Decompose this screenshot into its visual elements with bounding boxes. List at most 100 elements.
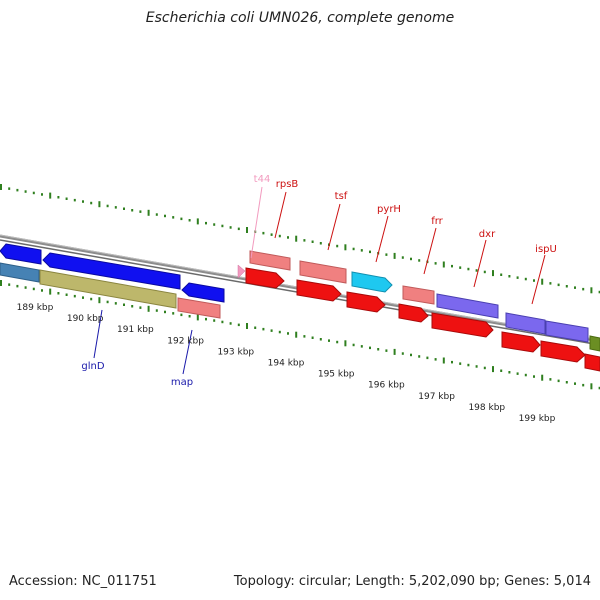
inner-minor-tick (73, 294, 76, 298)
inner-minor-tick (533, 375, 535, 378)
inner-minor-tick (500, 369, 503, 372)
inner-minor-tick (524, 373, 527, 377)
inner-minor-tick (24, 286, 27, 289)
gene-arrow-red-7[interactable] (540, 340, 586, 363)
outer-minor-tick (237, 227, 240, 231)
gene-block-steelblue[interactable] (0, 262, 40, 283)
kbp-tick-label: 192 kbp (167, 336, 204, 346)
outer-minor-tick (57, 196, 60, 199)
inner-minor-tick (565, 381, 568, 384)
inner-minor-tick (311, 336, 314, 339)
gene-block-frr[interactable] (402, 285, 435, 305)
inner-minor-tick (574, 382, 576, 385)
leader-rpsB (274, 191, 287, 239)
leader-ispU (531, 254, 546, 305)
kbp-tick-label: 190 kbp (67, 314, 104, 324)
leader-tsf (327, 203, 341, 251)
gene-label-dxr[interactable]: dxr (479, 229, 496, 240)
gene-arrow-red-5[interactable] (431, 312, 494, 338)
outer-minor-tick (401, 256, 404, 259)
outer-major-tick (49, 192, 52, 199)
inner-minor-tick (287, 332, 289, 335)
gene-block-dxr[interactable] (436, 293, 499, 319)
gene-label-t44[interactable]: t44 (254, 174, 271, 185)
leader-frr (423, 227, 437, 275)
inner-minor-tick (213, 319, 216, 322)
outer-minor-tick (213, 223, 216, 226)
inner-minor-tick (237, 323, 240, 327)
gene-arrow-red-2[interactable] (296, 279, 342, 302)
outer-minor-tick (582, 287, 585, 291)
outer-major-tick (344, 244, 347, 251)
gene-label-tsf[interactable]: tsf (335, 191, 348, 202)
outer-major-tick (590, 287, 593, 294)
gene-block-khaki[interactable] (39, 269, 177, 309)
gene-arrow-red-6[interactable] (501, 331, 541, 353)
outer-minor-tick (172, 216, 175, 219)
gene-block-map-pink[interactable] (177, 297, 221, 319)
inner-minor-tick (385, 349, 388, 352)
outer-minor-tick (155, 213, 158, 216)
outer-major-tick (196, 218, 199, 225)
inner-minor-tick (557, 379, 560, 383)
outer-minor-tick (262, 231, 265, 235)
gene-arrow-map[interactable] (181, 282, 225, 303)
outer-minor-tick (451, 264, 453, 268)
gene-block-olive[interactable] (589, 335, 600, 352)
outer-minor-tick (467, 267, 470, 271)
accession-label: Accession: NC_011751 (9, 574, 157, 589)
outer-minor-tick (360, 249, 363, 252)
gene-block-tsf[interactable] (299, 260, 347, 284)
gene-arrow-red-3[interactable] (346, 291, 386, 313)
gene-label-frr[interactable]: frr (431, 216, 443, 227)
gene-arrow-reverse-1[interactable] (0, 243, 42, 265)
outer-major-tick (147, 209, 150, 216)
inner-minor-tick (180, 313, 183, 317)
inner-major-tick (590, 383, 593, 390)
gene-arrow-red-1[interactable] (245, 267, 285, 289)
gene-label-ispU[interactable]: ispU (535, 244, 557, 255)
inner-minor-tick (377, 348, 380, 351)
outer-minor-tick (24, 190, 27, 193)
gene-label-map[interactable]: map (171, 377, 193, 388)
gene-label-pyrH[interactable]: pyrH (377, 204, 401, 215)
leader-glnD (93, 309, 103, 359)
gene-arrow-t44[interactable] (237, 264, 246, 279)
inner-major-tick (98, 297, 101, 304)
gene-label-rpsB[interactable]: rpsB (276, 179, 299, 190)
inner-minor-tick (270, 329, 273, 332)
kbp-tick-label: 191 kbp (117, 325, 154, 335)
gene-block-rpsB[interactable] (249, 250, 291, 271)
outer-minor-tick (65, 197, 68, 200)
gene-arrow-red-8[interactable] (584, 353, 600, 372)
inner-minor-tick (205, 317, 207, 321)
outer-major-tick (98, 201, 101, 208)
kbp-tick-label: 199 kbp (519, 414, 556, 424)
inner-minor-tick (139, 306, 142, 309)
gene-arrow-glnD[interactable] (42, 252, 181, 290)
gene-labels: t44 rpsB tsf pyrH frr dxr ispU glnD map (81, 174, 556, 388)
inner-minor-tick (369, 346, 371, 350)
inner-minor-tick (278, 330, 281, 334)
outer-minor-tick (41, 193, 43, 196)
gene-block-ispU[interactable] (505, 312, 546, 335)
inner-major-tick (0, 280, 2, 286)
gene-arrow-red-4[interactable] (398, 303, 429, 323)
gene-block-ispU-2[interactable] (545, 320, 589, 343)
inner-minor-tick (475, 365, 478, 368)
outer-major-tick (0, 184, 2, 190)
outer-minor-tick (229, 226, 232, 229)
outer-minor-tick (205, 221, 207, 225)
outer-minor-tick (336, 244, 339, 248)
inner-minor-tick (57, 292, 60, 295)
gene-arrow-pyrH[interactable] (351, 271, 393, 293)
inner-minor-tick (451, 360, 453, 364)
inner-minor-tick (336, 340, 339, 344)
inner-minor-tick (598, 386, 600, 390)
inner-minor-tick (155, 309, 158, 312)
outer-minor-tick (483, 270, 486, 274)
outer-minor-tick (131, 209, 134, 212)
outer-minor-tick (180, 217, 183, 221)
gene-label-glnD[interactable]: glnD (81, 361, 104, 372)
